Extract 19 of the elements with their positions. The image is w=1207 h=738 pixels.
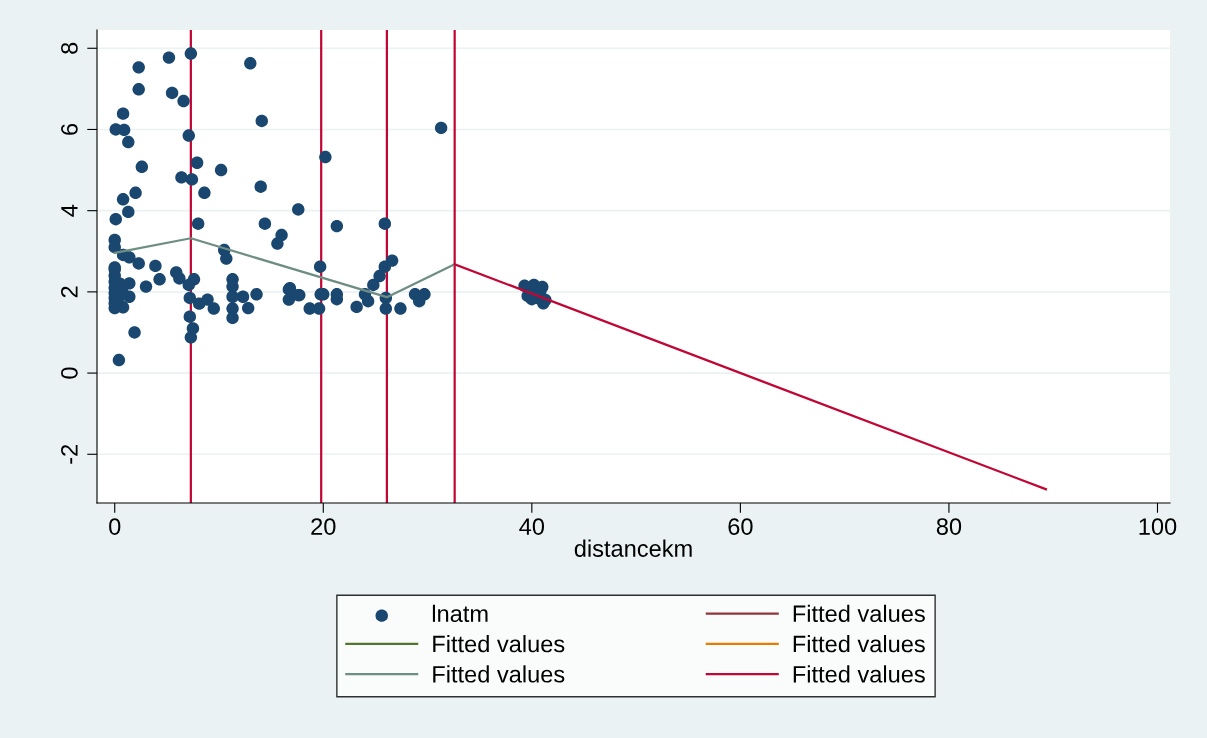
x-tick-label: 0 — [109, 518, 121, 535]
x-tick-label: 20 — [311, 518, 336, 535]
y-tick-label: -2 — [61, 444, 78, 464]
legend-label: Fitted values — [793, 634, 925, 653]
y-tick-label: 6 — [61, 123, 78, 135]
x-tick-label: 80 — [936, 518, 962, 535]
legend-label: lnatm — [432, 604, 488, 623]
legend-label: Fitted values — [433, 665, 565, 683]
y-tick-label: 8 — [61, 42, 78, 54]
x-tick-label: 40 — [519, 518, 545, 535]
y-tick-label: 2 — [61, 286, 78, 298]
y-tick-label: 4 — [61, 204, 78, 217]
x-tick-label: 100 — [1139, 518, 1177, 535]
y-tick-label: 0 — [61, 367, 78, 379]
legend-label: Fitted values — [433, 634, 565, 653]
legend-label: Fitted values — [793, 604, 925, 623]
legend-label: Fitted values — [793, 665, 925, 683]
x-tick-label: 60 — [728, 518, 753, 535]
x-axis-title: distancekm — [574, 539, 692, 557]
